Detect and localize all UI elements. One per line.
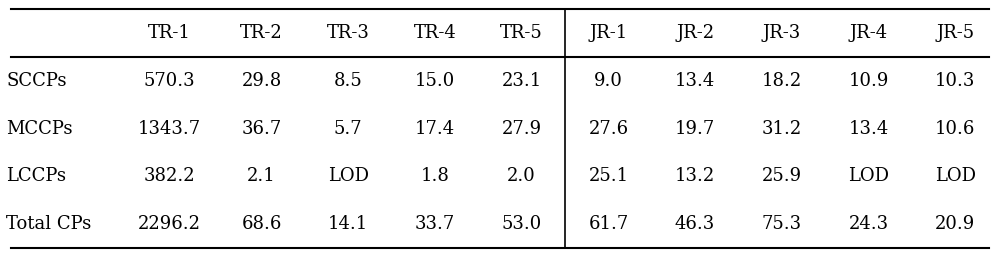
Text: 10.3: 10.3	[935, 72, 975, 90]
Text: 33.7: 33.7	[415, 215, 455, 233]
Text: 75.3: 75.3	[762, 215, 802, 233]
Text: 53.0: 53.0	[502, 215, 542, 233]
Text: 25.9: 25.9	[762, 167, 802, 185]
Text: 5.7: 5.7	[334, 120, 363, 137]
Text: 18.2: 18.2	[762, 72, 802, 90]
Text: LOD: LOD	[935, 167, 976, 185]
Text: 382.2: 382.2	[144, 167, 195, 185]
Text: 13.4: 13.4	[675, 72, 715, 90]
Text: JR-1: JR-1	[589, 24, 628, 42]
Text: 2296.2: 2296.2	[138, 215, 201, 233]
Text: 19.7: 19.7	[675, 120, 715, 137]
Text: 29.8: 29.8	[241, 72, 282, 90]
Text: 24.3: 24.3	[848, 215, 889, 233]
Text: JR-5: JR-5	[936, 24, 974, 42]
Text: 2.0: 2.0	[507, 167, 536, 185]
Text: 23.1: 23.1	[502, 72, 542, 90]
Text: 10.9: 10.9	[848, 72, 889, 90]
Text: 31.2: 31.2	[762, 120, 802, 137]
Text: 27.6: 27.6	[588, 120, 628, 137]
Text: 1.8: 1.8	[421, 167, 449, 185]
Text: 36.7: 36.7	[241, 120, 282, 137]
Text: 9.0: 9.0	[594, 72, 623, 90]
Text: 570.3: 570.3	[144, 72, 195, 90]
Text: 46.3: 46.3	[675, 215, 715, 233]
Text: TR-1: TR-1	[148, 24, 191, 42]
Text: JR-2: JR-2	[676, 24, 714, 42]
Text: TR-3: TR-3	[327, 24, 370, 42]
Text: SCCPs: SCCPs	[6, 72, 67, 90]
Text: Total CPs: Total CPs	[6, 215, 92, 233]
Text: JR-4: JR-4	[849, 24, 888, 42]
Text: MCCPs: MCCPs	[6, 120, 73, 137]
Text: 15.0: 15.0	[415, 72, 455, 90]
Text: LOD: LOD	[848, 167, 889, 185]
Text: 20.9: 20.9	[935, 215, 975, 233]
Text: TR-5: TR-5	[500, 24, 543, 42]
Text: 17.4: 17.4	[415, 120, 455, 137]
Text: 8.5: 8.5	[334, 72, 363, 90]
Text: 61.7: 61.7	[588, 215, 629, 233]
Text: 13.4: 13.4	[848, 120, 889, 137]
Text: 13.2: 13.2	[675, 167, 715, 185]
Text: 27.9: 27.9	[502, 120, 542, 137]
Text: 68.6: 68.6	[241, 215, 282, 233]
Text: LOD: LOD	[328, 167, 369, 185]
Text: 10.6: 10.6	[935, 120, 975, 137]
Text: JR-3: JR-3	[763, 24, 801, 42]
Text: 25.1: 25.1	[588, 167, 628, 185]
Text: TR-4: TR-4	[414, 24, 456, 42]
Text: 14.1: 14.1	[328, 215, 368, 233]
Text: LCCPs: LCCPs	[6, 167, 66, 185]
Text: 1343.7: 1343.7	[138, 120, 201, 137]
Text: TR-2: TR-2	[240, 24, 283, 42]
Text: 2.1: 2.1	[247, 167, 276, 185]
